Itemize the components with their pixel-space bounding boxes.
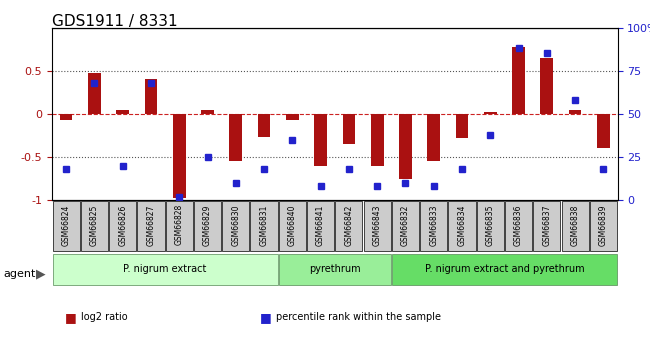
Text: GSM66838: GSM66838	[571, 204, 580, 246]
Text: GSM66839: GSM66839	[599, 204, 608, 246]
FancyBboxPatch shape	[476, 201, 504, 251]
Bar	[484, 112, 497, 114]
Text: GSM66828: GSM66828	[175, 204, 184, 246]
FancyBboxPatch shape	[307, 201, 334, 251]
FancyBboxPatch shape	[109, 201, 136, 251]
Bar	[597, 114, 610, 148]
Bar	[257, 114, 270, 137]
Bar	[88, 73, 101, 114]
Bar	[540, 58, 553, 114]
FancyBboxPatch shape	[53, 254, 278, 285]
Text: GSM66831: GSM66831	[259, 204, 268, 246]
Text: GSM66824: GSM66824	[62, 204, 71, 246]
Text: GSM66825: GSM66825	[90, 204, 99, 246]
FancyBboxPatch shape	[590, 201, 617, 251]
FancyBboxPatch shape	[420, 201, 447, 251]
Bar	[60, 114, 73, 120]
Bar	[314, 114, 327, 166]
Text: ■: ■	[260, 311, 272, 324]
Text: GDS1911 / 8331: GDS1911 / 8331	[52, 14, 177, 29]
Text: GSM66843: GSM66843	[372, 204, 382, 246]
Text: GSM66836: GSM66836	[514, 204, 523, 246]
Bar	[173, 114, 186, 198]
Text: GSM66830: GSM66830	[231, 204, 240, 246]
Text: GSM66842: GSM66842	[344, 204, 354, 246]
Bar	[201, 110, 214, 114]
Text: agent: agent	[3, 269, 36, 279]
Bar	[512, 47, 525, 114]
FancyBboxPatch shape	[279, 201, 306, 251]
FancyBboxPatch shape	[222, 201, 250, 251]
Text: pyrethrum: pyrethrum	[309, 264, 361, 274]
Bar	[427, 114, 440, 161]
FancyBboxPatch shape	[392, 201, 419, 251]
FancyBboxPatch shape	[166, 201, 193, 251]
FancyBboxPatch shape	[448, 201, 476, 251]
Text: GSM66829: GSM66829	[203, 204, 212, 246]
Text: P. nigrum extract: P. nigrum extract	[124, 264, 207, 274]
FancyBboxPatch shape	[137, 201, 164, 251]
Text: GSM66837: GSM66837	[542, 204, 551, 246]
FancyBboxPatch shape	[53, 201, 80, 251]
FancyBboxPatch shape	[335, 201, 363, 251]
Bar	[456, 114, 469, 138]
Text: GSM66840: GSM66840	[288, 204, 297, 246]
Text: percentile rank within the sample: percentile rank within the sample	[276, 313, 441, 322]
Text: P. nigrum extract and pyrethrum: P. nigrum extract and pyrethrum	[424, 264, 584, 274]
Text: ▶: ▶	[36, 268, 46, 281]
FancyBboxPatch shape	[533, 201, 560, 251]
FancyBboxPatch shape	[279, 254, 391, 285]
FancyBboxPatch shape	[250, 201, 278, 251]
Text: GSM66833: GSM66833	[429, 204, 438, 246]
FancyBboxPatch shape	[392, 254, 617, 285]
Text: log2 ratio: log2 ratio	[81, 313, 128, 322]
Bar	[370, 114, 383, 166]
Text: GSM66827: GSM66827	[146, 204, 155, 246]
Bar	[116, 110, 129, 114]
Bar	[569, 110, 582, 114]
Text: GSM66826: GSM66826	[118, 204, 127, 246]
Bar	[399, 114, 412, 179]
Bar	[229, 114, 242, 161]
Bar	[144, 79, 157, 114]
Text: GSM66835: GSM66835	[486, 204, 495, 246]
FancyBboxPatch shape	[81, 201, 108, 251]
FancyBboxPatch shape	[194, 201, 221, 251]
Bar	[343, 114, 356, 144]
FancyBboxPatch shape	[562, 201, 589, 251]
FancyBboxPatch shape	[505, 201, 532, 251]
Text: ■: ■	[65, 311, 77, 324]
Text: GSM66834: GSM66834	[458, 204, 467, 246]
Text: GSM66832: GSM66832	[401, 204, 410, 246]
Text: GSM66841: GSM66841	[316, 204, 325, 246]
Bar	[286, 114, 299, 120]
FancyBboxPatch shape	[363, 201, 391, 251]
